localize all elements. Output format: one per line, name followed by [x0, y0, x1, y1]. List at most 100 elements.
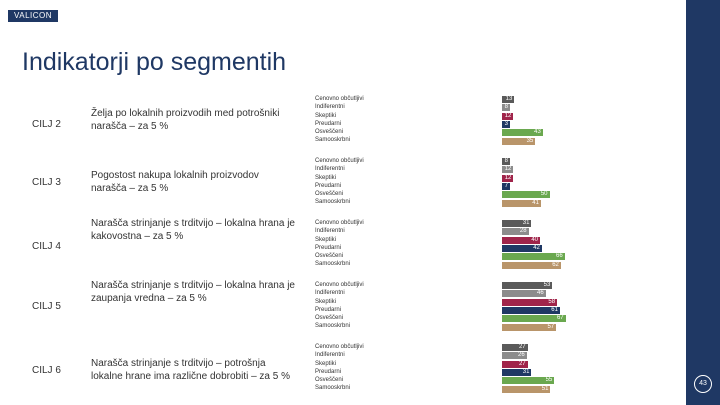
- bar-indiferentni: [502, 352, 527, 360]
- bar-preudarni: [502, 306, 560, 314]
- bar-samooskrbni: [502, 261, 561, 269]
- bar-value-label: 35: [526, 137, 534, 144]
- bar-preudarni: [502, 368, 532, 376]
- goal-description: Pogostost nakupa lokalnih proizvodov nar…: [91, 170, 259, 194]
- bar-value-label: 53: [543, 282, 551, 288]
- bar-value-label: 46: [537, 290, 544, 297]
- bar-cenovno-ob-utljivi: [502, 344, 528, 351]
- goal-label: CILJ 2: [32, 119, 61, 130]
- bar-value-label: 58: [548, 298, 556, 305]
- segment-label: Preudarni: [315, 244, 342, 251]
- bar-skeptiki: [502, 360, 528, 368]
- bar-value-label: 28: [519, 228, 527, 235]
- goal-description: Narašča strinjanje s trditvijo – lokalna…: [91, 280, 295, 304]
- bar-cenovno-ob-utljivi: [502, 158, 510, 165]
- bar-value-label: 8: [504, 158, 508, 164]
- segment-label: Preudarni: [315, 182, 342, 189]
- segment-label: Skeptiki: [315, 236, 337, 243]
- segment-label: Preudarni: [315, 120, 342, 127]
- bar-value-label: 12: [504, 112, 512, 119]
- bar-preudarni: [502, 244, 542, 252]
- goal-description: Narašča strinjanje s trditvijo – lokalna…: [91, 218, 295, 242]
- valicon-logo: VALICON: [8, 10, 58, 22]
- bar-indiferentni: [502, 228, 529, 236]
- bar-value-label: 62: [552, 261, 559, 268]
- bar-preudarni: [502, 182, 510, 190]
- page-title: Indikatorji po segmentih: [22, 48, 287, 76]
- bar-cenovno-ob-utljivi: [502, 220, 532, 227]
- segment-label: Preudarni: [315, 306, 342, 313]
- bar-osve-eni: [502, 315, 566, 323]
- page-number: 43: [694, 375, 712, 393]
- bar-value-label: 12: [504, 166, 512, 173]
- bar-osve-eni: [502, 377, 555, 385]
- segment-label: Cenovno občutljivi: [315, 344, 364, 350]
- bar-cenovno-ob-utljivi: [502, 96, 515, 103]
- bar-value-label: 12: [504, 174, 512, 181]
- goal-description: Želja po lokalnih proizvodih med potrošn…: [91, 108, 280, 132]
- segment-label: Skeptiki: [315, 298, 337, 305]
- bar-indiferentni: [502, 166, 514, 174]
- segment-label: Cenovno občutljivi: [315, 220, 364, 226]
- goal-label: CILJ 6: [32, 365, 61, 376]
- bar-osve-eni: [502, 129, 543, 137]
- bar-value-label: 41: [532, 199, 539, 206]
- bar-indiferentni: [502, 104, 510, 112]
- bar-samooskrbni: [502, 323, 557, 331]
- bar-osve-eni: [502, 191, 550, 199]
- segment-label: Osveščeni: [315, 191, 344, 198]
- bar-skeptiki: [502, 174, 514, 182]
- bar-value-label: 40: [531, 236, 538, 243]
- goal-label: CILJ 4: [32, 241, 61, 252]
- segment-label: Cenovno občutljivi: [315, 282, 364, 288]
- goal-label: CILJ 3: [32, 177, 61, 188]
- bar-skeptiki: [502, 112, 514, 120]
- segment-label: Samooskrbni: [315, 261, 351, 268]
- bar-value-label: 55: [545, 377, 553, 384]
- segment-label: Samooskrbni: [315, 137, 351, 144]
- bar-value-label: 31: [522, 368, 530, 375]
- segment-label: Cenovno občutljivi: [315, 158, 364, 164]
- segment-label: Osveščeni: [315, 377, 344, 384]
- segment-label: Skeptiki: [315, 360, 337, 367]
- segment-label: Osveščeni: [315, 253, 344, 260]
- goal-label: CILJ 5: [32, 301, 61, 312]
- right-sidebar-strip: [686, 0, 720, 405]
- bar-skeptiki: [502, 298, 558, 306]
- bar-value-label: 27: [518, 360, 526, 367]
- bar-skeptiki: [502, 236, 540, 244]
- bar-osve-eni: [502, 253, 565, 261]
- segment-label: Indiferentni: [315, 228, 345, 235]
- bar-value-label: 42: [533, 244, 540, 251]
- segment-label: Indiferentni: [315, 104, 345, 111]
- bar-value-label: 31: [522, 220, 530, 226]
- bar-cenovno-ob-utljivi: [502, 282, 553, 289]
- bar-value-label: 67: [556, 315, 564, 322]
- segment-label: Indiferentni: [315, 166, 345, 173]
- segment-list: Cenovno občutljivi Indiferentni Skeptiki Pr…: [315, 95, 364, 145]
- bar-value-label: 27: [518, 344, 526, 350]
- segment-list: Cenovno občutljivi Indiferentni Skeptiki Pr…: [315, 281, 364, 331]
- segment-label: Osveščeni: [315, 315, 344, 322]
- bar-value-label: 3: [504, 120, 508, 127]
- segment-label: Samooskrbni: [315, 199, 351, 206]
- goal-description: Narašča strinjanje s trditvijo – potrošn…: [91, 358, 290, 382]
- bar-value-label: 26: [518, 352, 525, 359]
- segment-list: Cenovno občutljivi Indiferentni Skeptiki Pr…: [315, 343, 364, 393]
- indicator-row: CILJ 5 Narašča strinjanje s trditvijo – l…: [0, 280, 680, 341]
- bar-value-label: 66: [556, 253, 563, 260]
- indicator-row: CILJ 6 Narašča strinjanje s trditvijo – p…: [0, 343, 680, 403]
- indicator-row: CILJ 3 Pogostost nakupa lokalnih proizvod…: [0, 157, 680, 217]
- bar-samooskrbni: [502, 199, 541, 207]
- segment-label: Preudarni: [315, 368, 342, 375]
- bar-value-label: 61: [551, 306, 558, 313]
- segment-label: Indiferentni: [315, 290, 345, 297]
- segment-list: Cenovno občutljivi Indiferentni Skeptiki Pr…: [315, 157, 364, 207]
- segment-label: Samooskrbni: [315, 385, 351, 392]
- bar-value-label: 51: [541, 385, 549, 392]
- indicator-row: CILJ 2 Želja po lokalnih proizvodih med p…: [0, 95, 680, 155]
- bar-value-label: 57: [547, 323, 555, 330]
- bar-samooskrbni: [502, 137, 536, 145]
- bar-value-label: 7: [504, 182, 508, 189]
- segment-label: Osveščeni: [315, 129, 344, 136]
